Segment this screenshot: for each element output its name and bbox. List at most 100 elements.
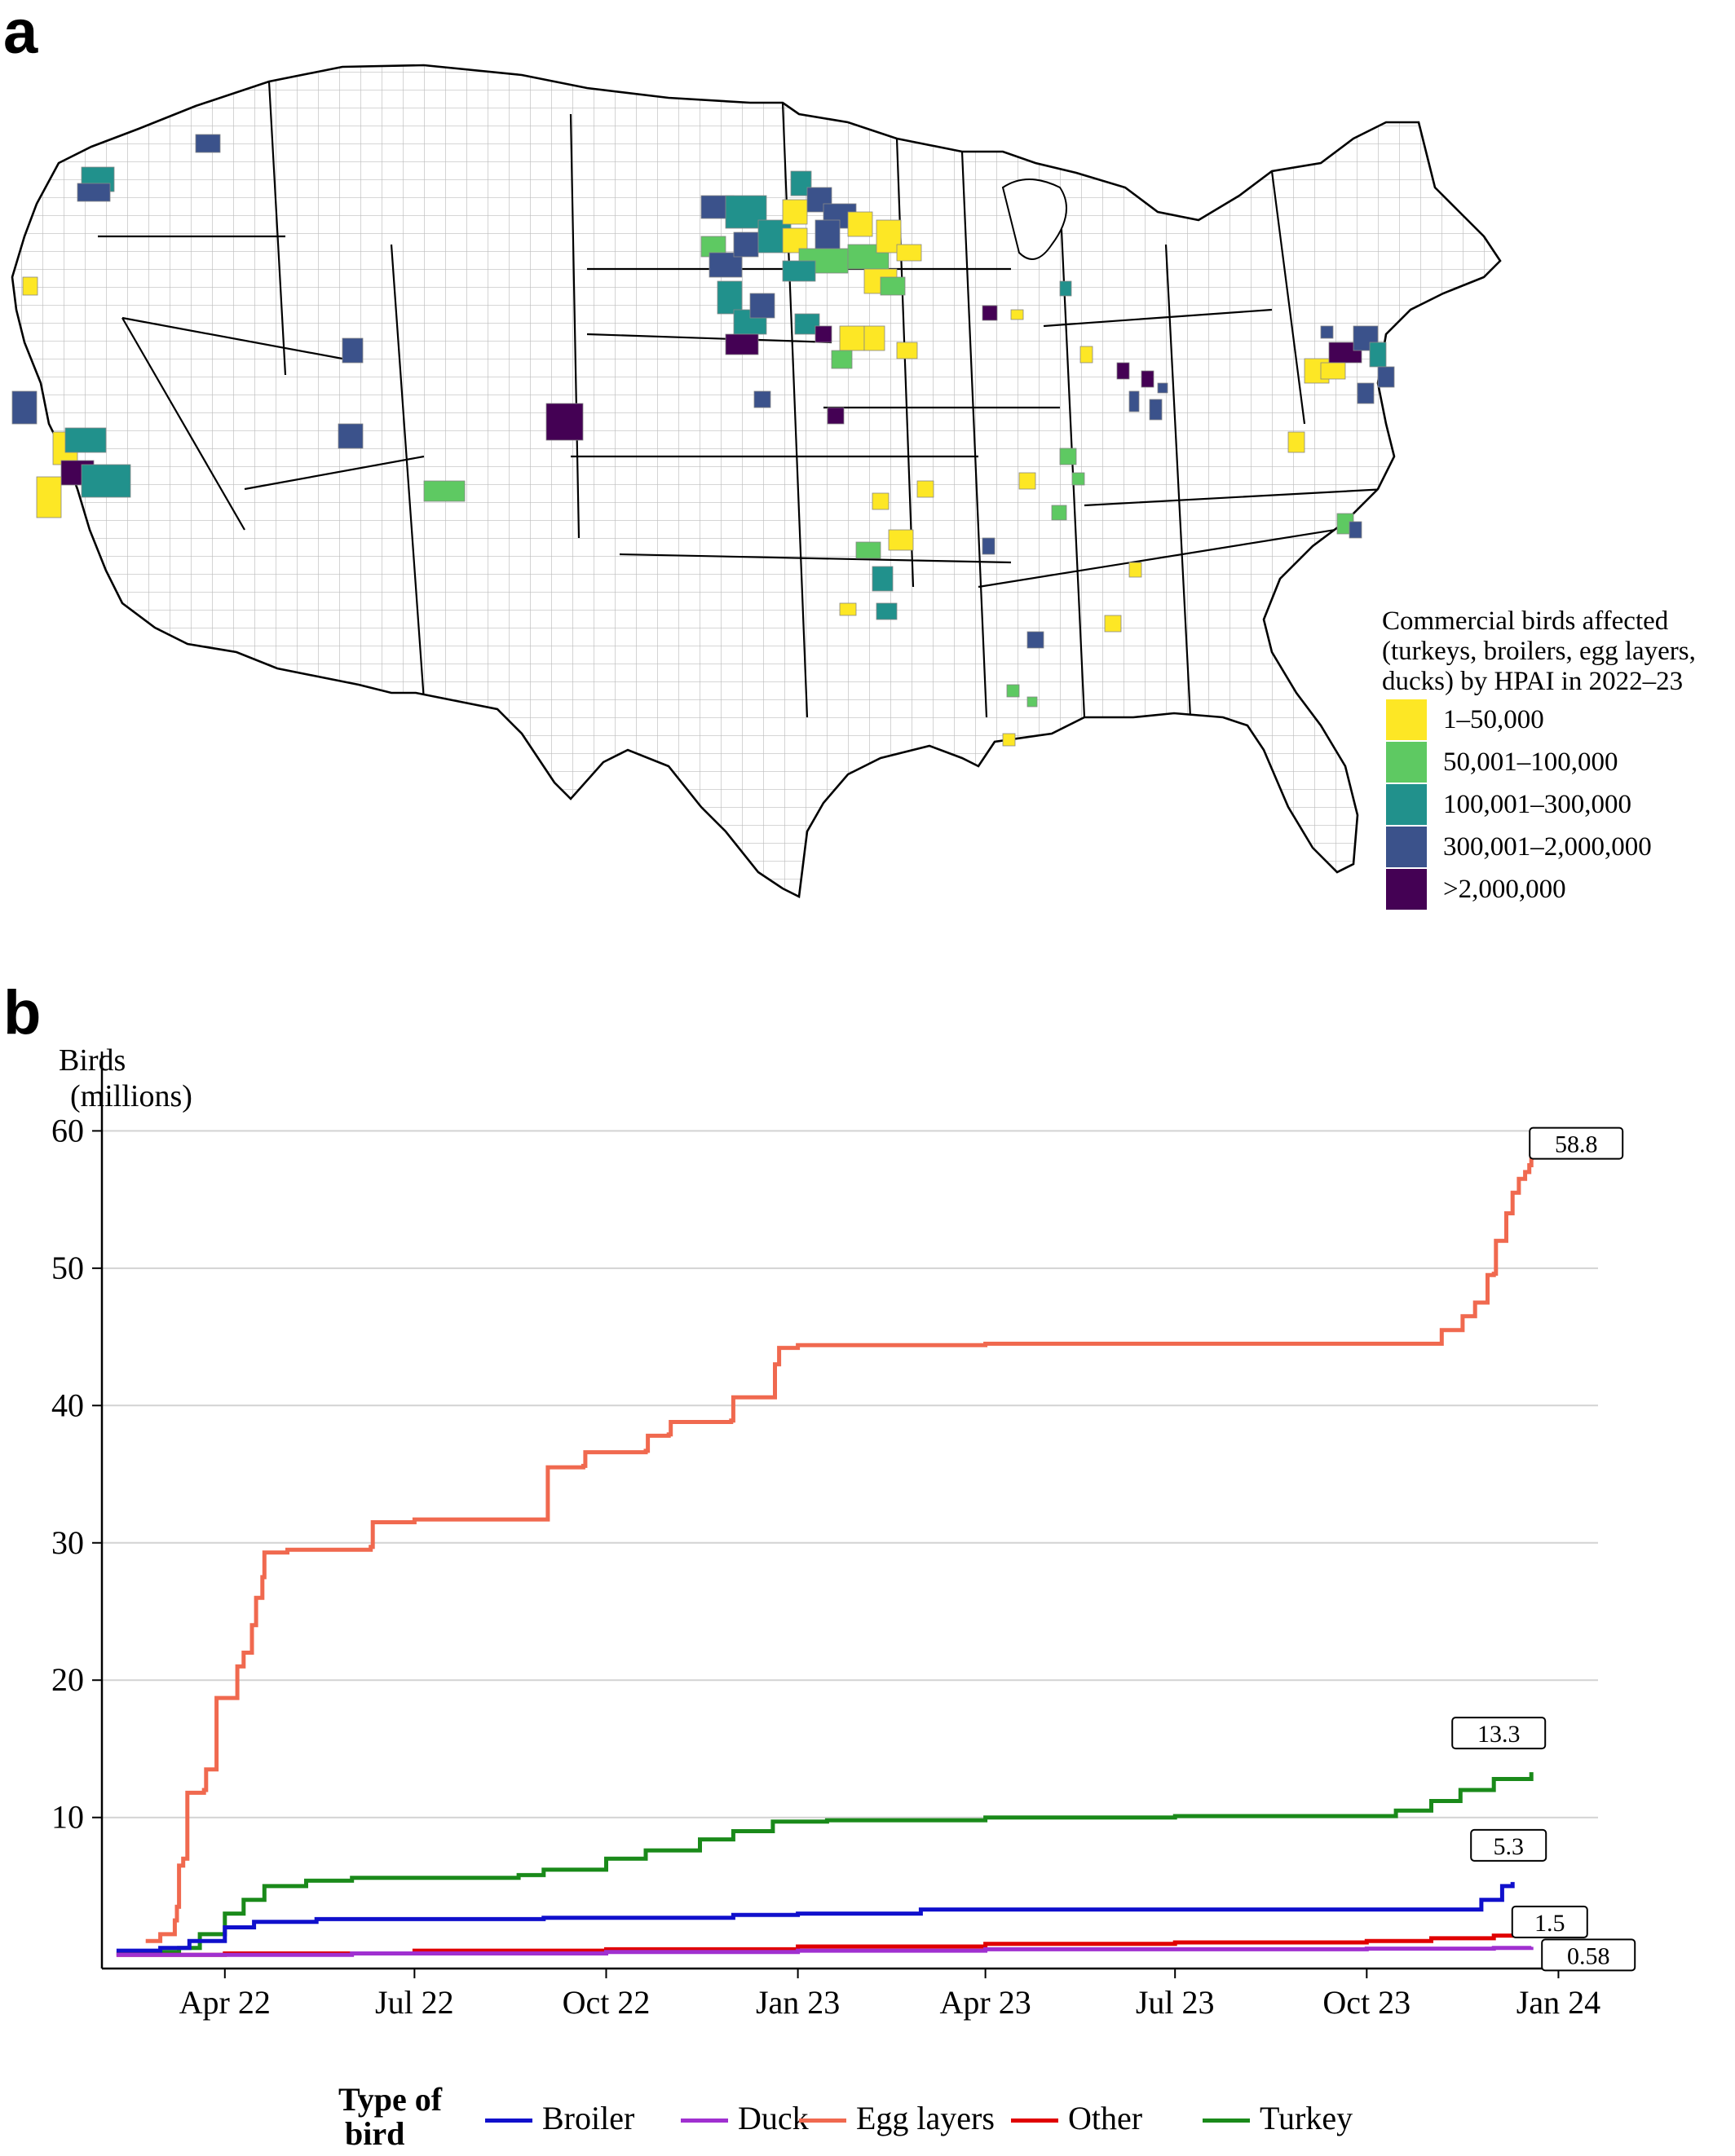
y-axis-label-line1: Birds	[59, 1043, 126, 1078]
great-lakes-shape	[1001, 179, 1067, 260]
affected-county	[64, 427, 107, 453]
affected-county	[872, 492, 890, 510]
x-tick-label: Oct 22	[563, 1984, 651, 2021]
panel-label-b: b	[3, 978, 42, 1047]
y-tick-label: 20	[51, 1661, 84, 1698]
affected-county	[1006, 684, 1020, 698]
map-state-borders	[98, 81, 1387, 718]
chart-end-labels: 58.8 13.3 5.3 1.50.58	[1451, 1126, 1636, 1972]
affected-county	[195, 134, 221, 153]
map-legend-swatch	[1386, 742, 1427, 783]
end-label-text: 1.5	[1534, 1910, 1565, 1937]
affected-county	[545, 403, 584, 441]
affected-county	[1010, 309, 1024, 320]
end-label-box	[1451, 1717, 1547, 1750]
affected-county	[1059, 448, 1077, 465]
series-line-turkey	[116, 1772, 1534, 1955]
map-legend-title: Commercial birds affected (turkeys, broi…	[1382, 606, 1696, 696]
affected-county	[815, 219, 841, 254]
affected-county	[1149, 399, 1163, 421]
cumulative-birds-line-chart: 10 20 30 40 50 60 Apr 22 Jul 22 Oct 22 Jan 23 Apr …	[51, 1052, 1636, 2021]
end-label-box	[1511, 1905, 1588, 1938]
legend-label: Other	[1068, 2100, 1143, 2136]
x-tick-label: Apr 23	[940, 1984, 1031, 2021]
affected-county	[855, 541, 881, 559]
affected-county	[896, 342, 918, 359]
map-legend-swatch	[1386, 827, 1427, 867]
affected-county	[1141, 370, 1154, 388]
legend-swatch-line	[799, 2119, 846, 2123]
y-tick-label: 40	[51, 1387, 84, 1423]
y-tick-label: 10	[51, 1799, 84, 1836]
series-line-broiler	[116, 1881, 1515, 1953]
affected-county	[1116, 362, 1130, 380]
map-legend-label: >2,000,000	[1443, 875, 1566, 904]
affected-county	[839, 325, 865, 351]
end-label-text: 58.8	[1555, 1131, 1598, 1158]
affected-county	[1026, 696, 1038, 708]
map-legend-label: 50,001–100,000	[1443, 747, 1618, 777]
chart-legend-title: Type of bird	[338, 2083, 442, 2151]
affected-county	[916, 480, 934, 498]
chart-gridlines	[102, 1130, 1598, 1819]
affected-county	[1328, 342, 1362, 364]
chart-legend: Type of bird Broiler Duck Egg layers Other T…	[0, 2074, 1735, 2156]
affected-county	[36, 476, 62, 518]
end-label-box	[1541, 1938, 1636, 1972]
legend-label: Broiler	[542, 2100, 635, 2136]
x-tick-label: Apr 22	[179, 1984, 271, 2021]
map-legend-swatch	[1386, 699, 1427, 740]
y-tick-label: 50	[51, 1250, 84, 1286]
map-legend-label: 1–50,000	[1443, 705, 1544, 734]
legend-swatch-line	[681, 2119, 728, 2123]
affected-county	[1128, 390, 1140, 412]
legend-swatch-line	[1011, 2119, 1058, 2123]
affected-county	[1369, 342, 1387, 368]
affected-county	[342, 337, 364, 364]
affected-county	[782, 199, 808, 225]
affected-county	[749, 293, 775, 319]
end-label: 58.8	[1529, 1126, 1624, 1160]
affected-county	[1320, 325, 1334, 339]
end-label-text: 0.58	[1567, 1942, 1610, 1969]
affected-county	[733, 231, 759, 258]
affected-county	[1377, 366, 1395, 388]
chart-legend-title-line2: bird	[345, 2115, 405, 2152]
map-legend-label: 100,001–300,000	[1443, 790, 1631, 819]
chart-axes: 10 20 30 40 50 60 Apr 22 Jul 22 Oct 22 Jan 23 Apr …	[51, 1052, 1600, 2021]
affected-county	[1349, 521, 1362, 539]
end-label: 13.3	[1451, 1717, 1547, 1750]
affected-county	[1051, 505, 1067, 521]
affected-county	[423, 480, 466, 502]
affected-county	[1357, 382, 1375, 404]
end-label-text: 13.3	[1477, 1721, 1521, 1748]
map-legend-swatch	[1386, 784, 1427, 825]
end-label-box	[1529, 1126, 1624, 1160]
us-county-map	[11, 64, 1502, 898]
affected-county	[81, 464, 131, 498]
x-tick-label: Jul 22	[375, 1984, 454, 2021]
map-legend-swatch	[1386, 869, 1427, 910]
affected-county	[839, 602, 857, 616]
chart-series	[116, 1147, 1536, 1957]
x-tick-label: Oct 23	[1322, 1984, 1411, 2021]
affected-county	[1287, 431, 1305, 453]
chart-legend-title-line1: Type of	[338, 2081, 443, 2118]
affected-county	[1018, 472, 1036, 490]
affected-county	[880, 276, 906, 296]
affected-county	[827, 407, 845, 425]
affected-county	[1059, 280, 1072, 297]
x-tick-label: Jan 23	[756, 1984, 840, 2021]
affected-county	[725, 333, 759, 355]
affected-county	[717, 280, 743, 315]
series-line-duck	[116, 1946, 1534, 1957]
legend-label: Turkey	[1260, 2100, 1353, 2136]
y-axis-label-line2: (millions)	[70, 1078, 192, 1113]
affected-county	[1128, 562, 1142, 578]
affected-county	[831, 350, 853, 369]
affected-county	[1079, 346, 1093, 364]
affected-county	[1104, 615, 1122, 633]
legend-label: Duck	[738, 2100, 809, 2136]
affected-county	[1026, 631, 1044, 649]
end-label: 1.5	[1511, 1905, 1588, 1938]
